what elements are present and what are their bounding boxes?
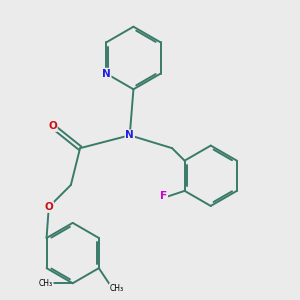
Text: CH₃: CH₃: [110, 284, 124, 293]
Text: CH₃: CH₃: [39, 279, 53, 288]
Text: F: F: [160, 191, 167, 201]
Text: N: N: [102, 69, 111, 79]
Text: O: O: [44, 202, 53, 212]
Text: N: N: [125, 130, 134, 140]
Text: O: O: [48, 121, 57, 131]
